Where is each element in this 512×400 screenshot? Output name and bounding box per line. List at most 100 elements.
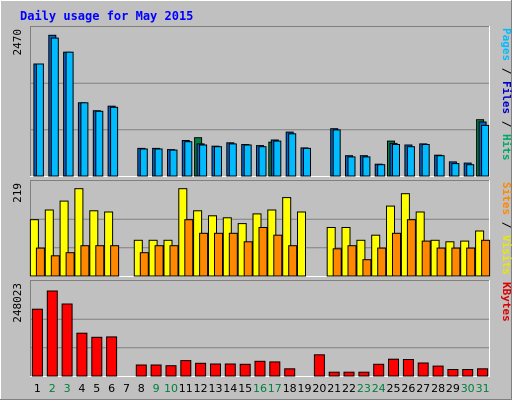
- bar-kbytes-day-14: [224, 363, 236, 377]
- bar-sites-day-24: [377, 247, 387, 277]
- x-tick-label: 1: [34, 382, 41, 395]
- bar-sites-day-8: [139, 252, 149, 277]
- x-tick-label: 30: [461, 382, 475, 395]
- bar-sites-day-6: [110, 245, 120, 277]
- bar-pages-day-14: [228, 143, 237, 177]
- bar-pages-day-29: [451, 163, 460, 177]
- bar-sites-day-9: [154, 245, 164, 277]
- bar-visits-day-2: [44, 209, 54, 277]
- x-tick-label: 8: [138, 382, 145, 395]
- legend-entry: /: [500, 215, 512, 235]
- x-tick-label: 5: [93, 382, 100, 395]
- bar-pages-day-4: [80, 102, 89, 177]
- legend-entry: Visits: [500, 235, 512, 275]
- bar-visits-day-4: [74, 188, 84, 277]
- bar-kbytes-day-11: [180, 360, 192, 377]
- bar-sites-day-27: [421, 240, 431, 277]
- legend-entry: Hits: [500, 134, 512, 161]
- x-tick-label: 10: [164, 382, 178, 395]
- bar-pages-day-23: [362, 156, 371, 177]
- bar-sites-day-13: [214, 232, 223, 277]
- bar-pages-day-26: [406, 146, 415, 177]
- x-tick-label: 15: [238, 382, 252, 395]
- bar-pages-day-28: [436, 155, 445, 177]
- bar-sites-day-26: [406, 219, 416, 277]
- bar-pages-day-24: [377, 164, 386, 177]
- x-tick-label: 16: [253, 382, 267, 395]
- panel-bottom: 248023 KBytes: [11, 280, 512, 377]
- panel-mid: 219 Sites / Visits: [11, 180, 512, 277]
- bar-kbytes-day-3: [61, 303, 73, 377]
- x-tick-label: 26: [401, 382, 415, 395]
- bar-kbytes-day-9: [150, 364, 162, 377]
- x-tick-label: 19: [298, 382, 312, 395]
- bar-kbytes-day-2: [46, 290, 58, 377]
- bar-kbytes-day-23: [358, 371, 370, 377]
- x-tick-label: 20: [312, 382, 326, 395]
- x-tick-label: 18: [283, 382, 297, 395]
- bar-pages-day-15: [243, 144, 252, 177]
- bar-visits-day-18: [282, 197, 292, 277]
- legend-mid: Sites / Visits: [500, 182, 512, 275]
- legend-bottom: KBytes: [500, 282, 512, 322]
- bar-pages-day-11: [184, 141, 193, 177]
- bar-sites-day-12: [199, 232, 209, 277]
- bar-sites-day-17: [273, 234, 283, 277]
- bar-kbytes-day-27: [417, 362, 429, 377]
- bar-sites-day-4: [80, 245, 90, 277]
- legend-entry: KBytes: [500, 282, 512, 322]
- bar-pages-day-10: [169, 149, 178, 177]
- bar-sites-day-25: [392, 232, 401, 277]
- bar-visits-day-6: [104, 211, 114, 277]
- bar-kbytes-day-20: [313, 354, 325, 377]
- legend-entry: /: [500, 61, 512, 81]
- bar-kbytes-day-26: [402, 359, 414, 377]
- bar-pages-day-13: [214, 146, 222, 177]
- bar-sites-day-5: [95, 245, 105, 277]
- y-axis-max-label: 2470: [11, 29, 24, 56]
- bar-kbytes-day-13: [210, 363, 221, 377]
- bar-pages-day-18: [288, 133, 297, 177]
- bar-kbytes-day-22: [343, 371, 355, 377]
- bar-sites-day-14: [228, 232, 238, 277]
- bar-sites-day-18: [288, 245, 298, 277]
- bar-kbytes-day-24: [373, 363, 385, 377]
- x-tick-label: 28: [431, 382, 445, 395]
- bar-sites-day-11: [184, 219, 194, 277]
- x-tick-label: 27: [416, 382, 430, 395]
- bar-kbytes-day-15: [239, 363, 251, 377]
- x-tick-label: 11: [179, 382, 193, 395]
- x-tick-label: 25: [387, 382, 401, 395]
- bar-pages-day-6: [110, 106, 119, 177]
- bar-kbytes-day-21: [328, 371, 340, 377]
- bar-kbytes-day-25: [388, 358, 399, 377]
- legend-top: Pages / Files / Hits: [500, 28, 512, 161]
- x-axis-labels: 1 2 3 4 5 6 7 8 9 10 11 12 13 14 15 16 17 18 19 20 21 22 23 24 2…: [34, 382, 490, 395]
- legend-entry: Pages: [500, 28, 512, 61]
- x-tick-label: 12: [194, 382, 208, 395]
- bar-kbytes-day-12: [195, 362, 207, 377]
- panels: 2470 Pages / Files / Hits 219 Sites / Visit…: [11, 26, 512, 377]
- bar-kbytes-day-10: [165, 365, 177, 377]
- bar-kbytes-day-5: [91, 336, 103, 377]
- bar-pages-day-3: [65, 51, 74, 177]
- series-kbytes: [31, 290, 489, 377]
- series-sites: [35, 219, 491, 277]
- bar-pages-day-25: [392, 144, 400, 177]
- bar-pages-day-12: [199, 144, 208, 177]
- bar-pages-day-8: [139, 148, 148, 177]
- bar-kbytes-day-17: [269, 361, 281, 377]
- bar-kbytes-day-4: [76, 332, 88, 377]
- bar-kbytes-day-29: [447, 369, 459, 377]
- x-tick-label: 21: [327, 382, 341, 395]
- bar-pages-day-27: [421, 144, 430, 177]
- x-tick-label: 29: [446, 382, 460, 395]
- bar-kbytes-day-8: [135, 364, 147, 377]
- bar-kbytes-day-6: [106, 336, 118, 377]
- bar-sites-day-3: [65, 252, 75, 277]
- bar-pages-day-1: [35, 63, 44, 177]
- bar-sites-day-28: [436, 247, 446, 277]
- x-tick-label: 23: [357, 382, 371, 395]
- x-tick-label: 24: [372, 382, 386, 395]
- bar-visits-day-3: [59, 200, 69, 277]
